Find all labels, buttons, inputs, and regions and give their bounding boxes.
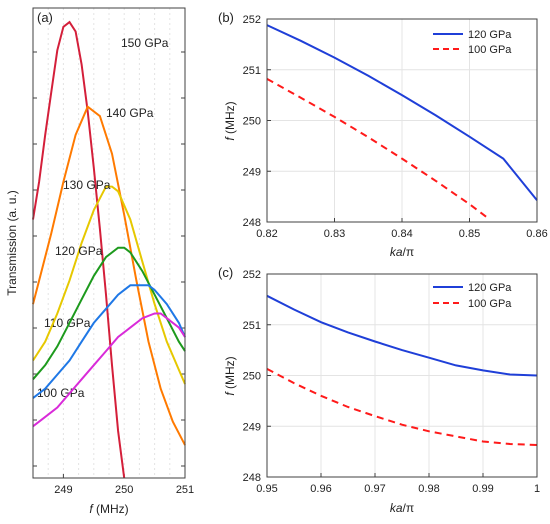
x-tick-label: 0.96 <box>310 483 331 495</box>
x-tick-label: 0.95 <box>256 483 277 495</box>
series-line <box>32 105 186 446</box>
panel-b-xlabel-var: ka <box>390 245 403 259</box>
series-label: 140 GPa <box>106 106 154 120</box>
y-tick-label: 251 <box>243 65 261 77</box>
panel-a-ticks: 249 250 251 <box>33 51 194 496</box>
x-tick-label: 250 <box>115 484 133 496</box>
panel-a-xlabel: f (MHz) <box>89 502 128 516</box>
panel-c-ylabel: f (MHz) <box>223 356 237 395</box>
series-line <box>32 284 186 399</box>
x-tick-label: 0.97 <box>364 483 385 495</box>
y-tick-label: 252 <box>243 14 261 26</box>
y-tick-label: 248 <box>243 217 261 229</box>
panel-c-lines <box>266 294 538 446</box>
series-label: 130 GPa <box>63 178 111 192</box>
panel-b-legend: 120 GPa 100 GPa <box>433 29 512 56</box>
panel-a-label: (a) <box>37 10 53 25</box>
panel-b-ylabel-unit: (MHz) <box>223 101 237 137</box>
series-label: 150 GPa <box>121 36 169 50</box>
panel-b-frame <box>266 18 538 223</box>
x-tick-label: 0.86 <box>526 228 547 240</box>
panel-c-ylabel-unit: (MHz) <box>223 356 237 392</box>
y-tick-label: 250 <box>243 371 261 383</box>
series-line <box>266 368 538 446</box>
x-tick-label: 251 <box>176 484 194 496</box>
series-line <box>32 246 186 380</box>
panel-b-ylabel: f (MHz) <box>223 101 237 140</box>
y-tick-label: 249 <box>243 421 261 433</box>
x-tick-label: 1 <box>534 483 540 495</box>
panel-a-xlabel-unit: (MHz) <box>93 502 129 516</box>
legend-entry: 120 GPa <box>468 29 512 41</box>
legend-entry: 120 GPa <box>468 282 512 294</box>
y-tick-label: 251 <box>243 320 261 332</box>
y-tick-label: 250 <box>243 116 261 128</box>
x-tick-label: 0.99 <box>472 483 493 495</box>
series-label: 120 GPa <box>55 244 103 258</box>
x-tick-label: 249 <box>54 484 72 496</box>
panel-c-xlabel-var: ka <box>390 501 403 515</box>
panel-c-xlabel: ka/π <box>390 501 414 515</box>
series-line <box>266 24 538 201</box>
panel-c-xlabel-unit: /π <box>403 501 415 515</box>
panel-b-ticks: 0.82 0.83 0.84 0.85 0.86 248 249 250 251 252 <box>243 14 548 240</box>
legend-entry: 100 GPa <box>468 298 512 310</box>
series-line <box>266 78 488 218</box>
panel-c-legend: 120 GPa 100 GPa <box>433 282 512 310</box>
x-tick-label: 0.83 <box>324 228 345 240</box>
panel-b-lines <box>266 24 538 218</box>
panel-b-label: (b) <box>218 10 234 25</box>
series-line <box>32 185 186 385</box>
x-tick-label: 0.84 <box>391 228 412 240</box>
x-tick-label: 0.85 <box>459 228 480 240</box>
panel-c: 0.95 0.96 0.97 0.98 0.99 1 248 249 250 251 252 (c)… <box>218 265 540 515</box>
panel-b-xlabel: ka/π <box>390 245 414 259</box>
legend-entry: 100 GPa <box>468 44 512 56</box>
y-tick-label: 252 <box>243 269 261 281</box>
series-line <box>266 294 538 377</box>
series-label: 100 GPa <box>37 386 85 400</box>
panel-c-ylabel-var: f <box>223 391 237 396</box>
panel-c-frame <box>266 273 538 478</box>
y-tick-label: 249 <box>243 166 261 178</box>
y-tick-label: 248 <box>243 472 261 484</box>
series-line <box>32 312 186 428</box>
panel-a-frame <box>32 7 186 479</box>
panel-a-grid <box>47 8 171 478</box>
panel-b-xlabel-unit: /π <box>403 245 415 259</box>
x-tick-label: 0.82 <box>256 228 277 240</box>
panel-a-xlabel-var: f <box>89 502 94 516</box>
panel-c-ticks: 0.95 0.96 0.97 0.98 0.99 1 248 249 250 251 252 <box>243 269 540 495</box>
x-tick-label: 0.98 <box>418 483 439 495</box>
panel-b-ylabel-var: f <box>223 136 237 141</box>
panel-a-ylabel: Transmission (a. u.) <box>5 190 19 296</box>
series-line <box>32 20 126 479</box>
panel-c-label: (c) <box>218 265 233 280</box>
